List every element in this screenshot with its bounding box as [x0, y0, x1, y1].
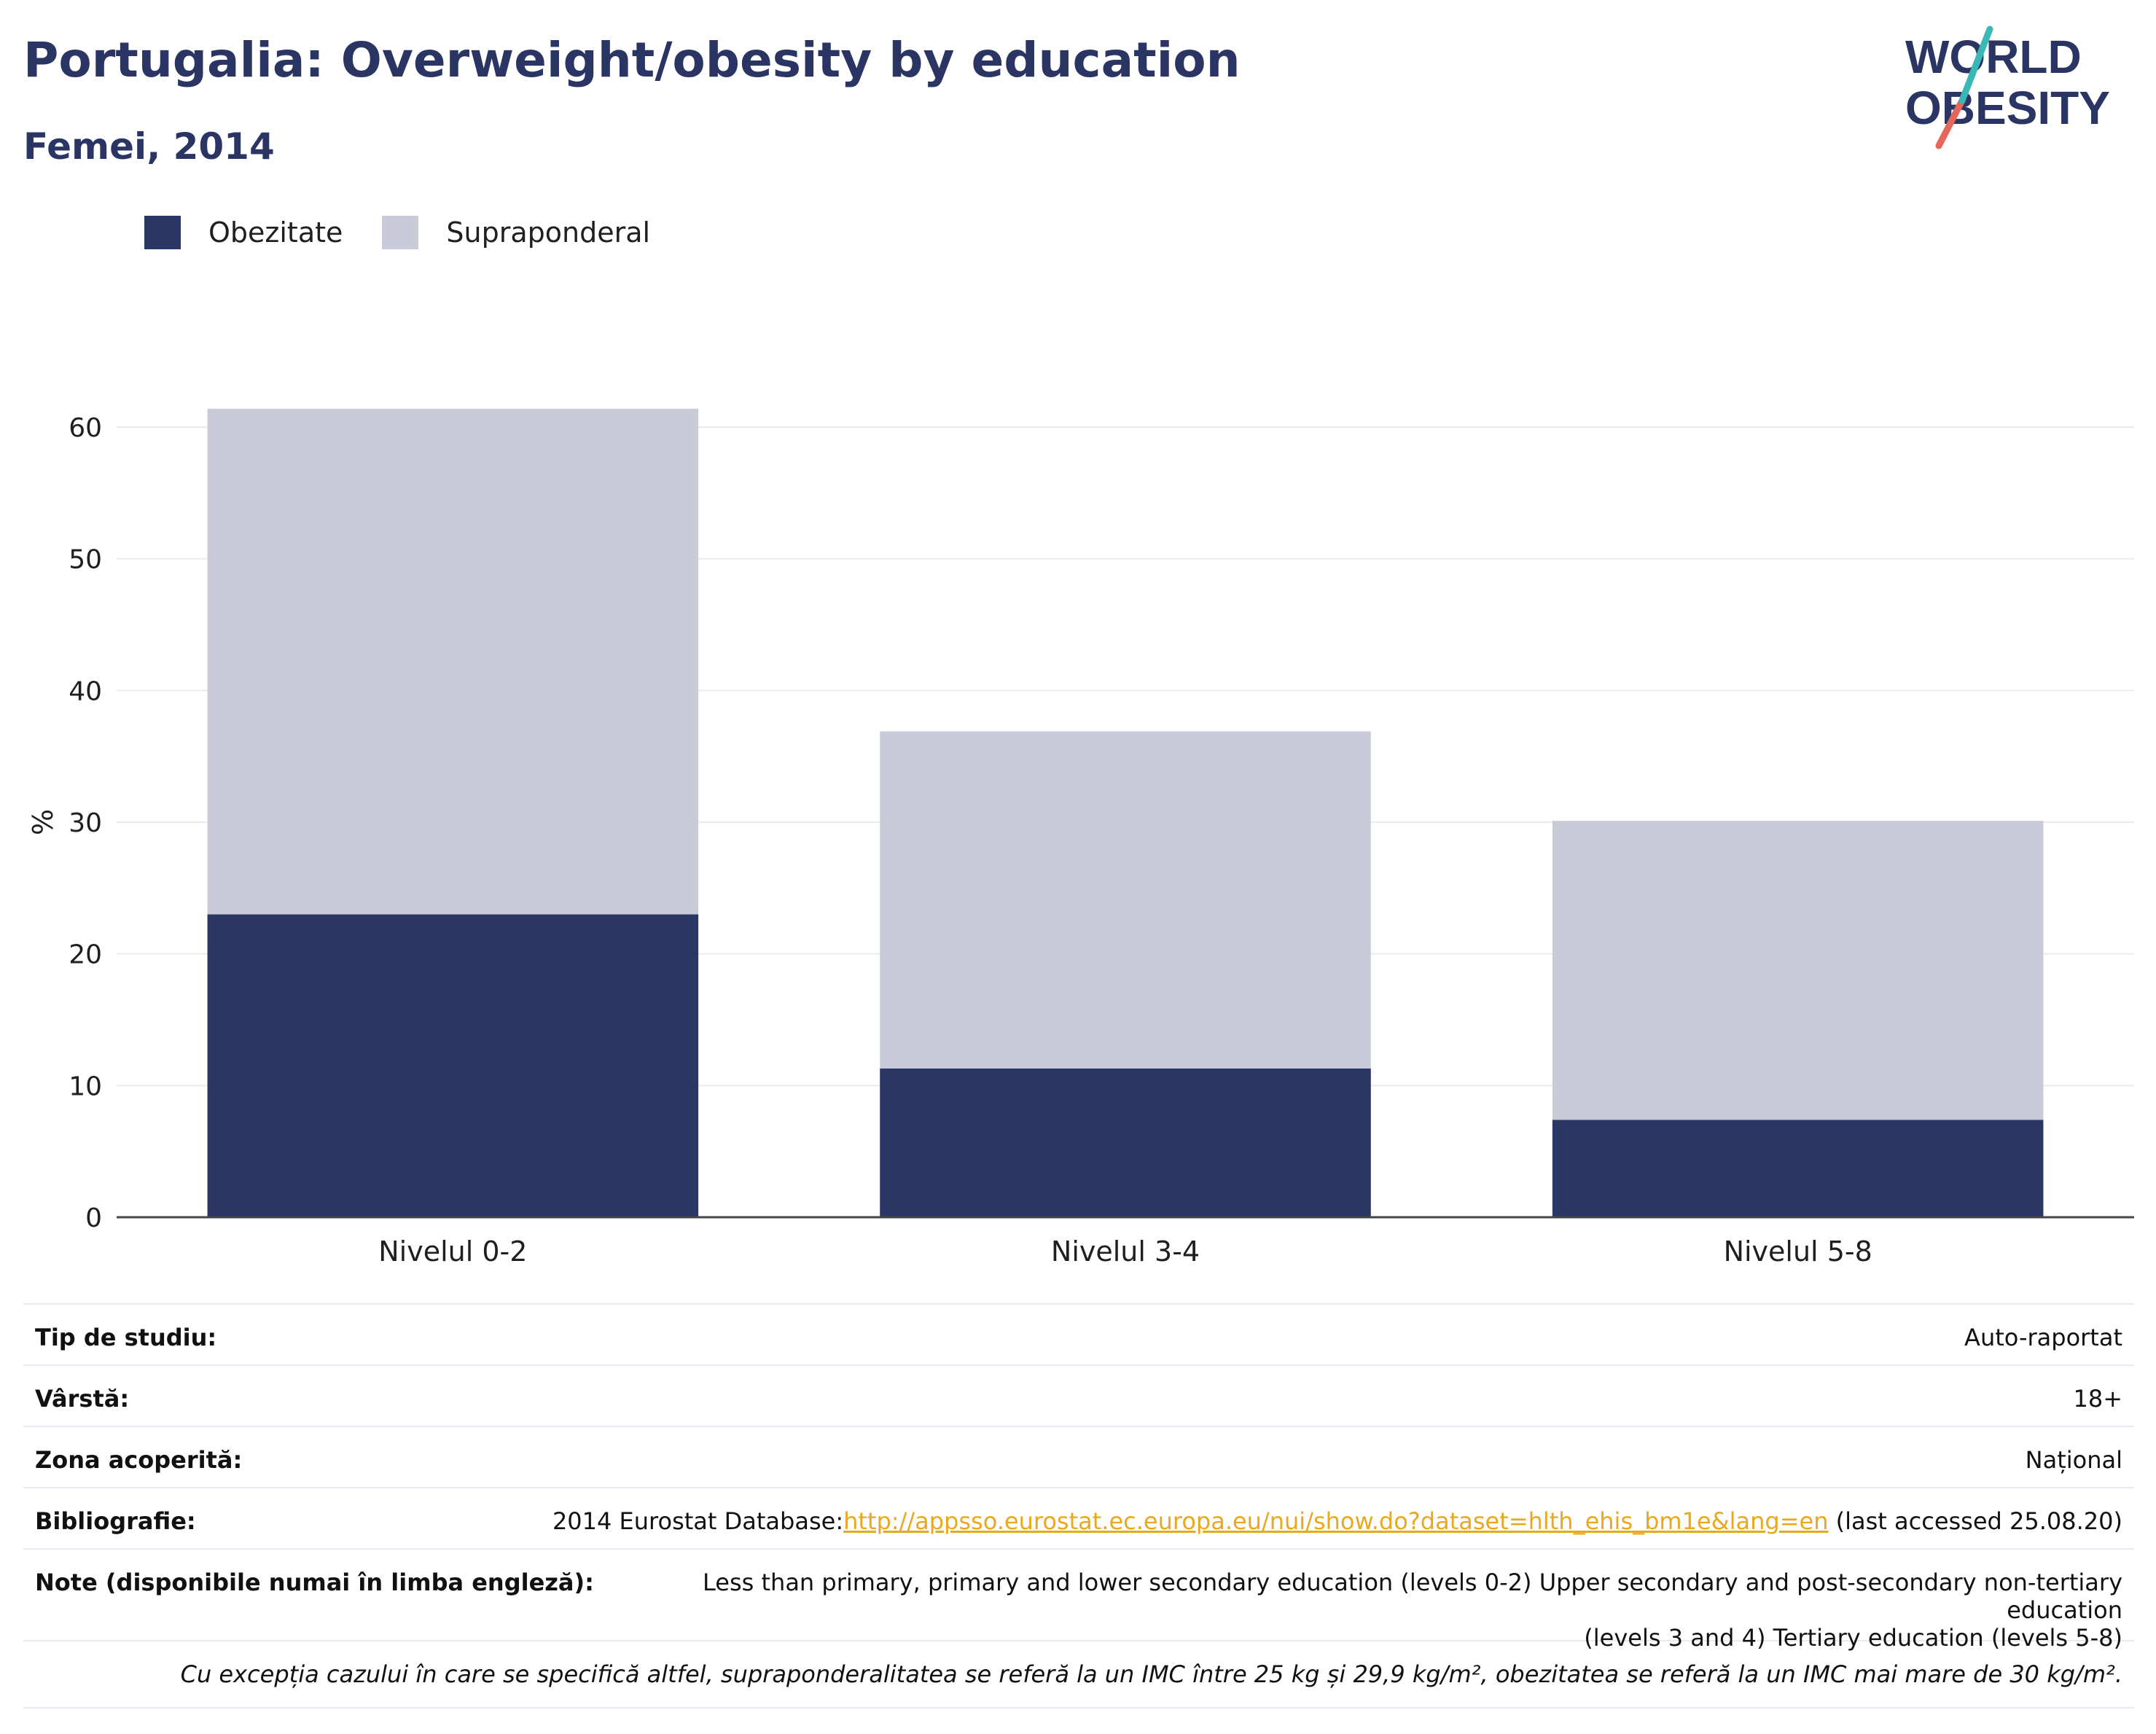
world-obesity-logo: WORLD OBESITY [1905, 26, 2110, 149]
bibliography-prefix: 2014 Eurostat Database: [552, 1507, 844, 1535]
legend-label-obesity: Obezitate [208, 216, 343, 249]
legend-label-overweight: Supraponderal [446, 216, 651, 249]
logo-line2: OBESITY [1905, 82, 2110, 134]
bar-obesity [1552, 1120, 2044, 1217]
notes-line2: (levels 3 and 4) Tertiary education (lev… [1584, 1624, 2122, 1652]
info-row-coverage: Zona acoperită: Național [23, 1426, 2134, 1487]
bar-overweight [1552, 821, 2044, 1120]
info-label: Note (disponibile numai în limba engleză… [35, 1569, 594, 1596]
bar-obesity [207, 914, 699, 1217]
y-axis-label: % [27, 809, 59, 835]
legend-item-obesity[interactable]: Obezitate [144, 216, 343, 249]
bar-chart: 0 10 20 30 40 50 60% Nivelul 0-2 Nivelul 3-4 Nive… [27, 408, 2134, 1268]
legend: Obezitate Supraponderal [144, 216, 690, 249]
logo-slash-teal [1958, 26, 1993, 104]
bibliography-value: 2014 Eurostat Database:http://appsso.eur… [552, 1507, 2122, 1548]
x-tick-label: Nivelul 3-4 [1051, 1235, 1200, 1268]
footnote: Cu excepția cazului în care se specifică… [23, 1640, 2134, 1708]
bar-obesity [880, 1068, 1371, 1217]
info-row-notes: Note (disponibile numai în limba engleză… [23, 1548, 2134, 1652]
info-value: Național [2025, 1446, 2122, 1474]
info-value: 18+ [2073, 1385, 2122, 1413]
y-tick-label: 30 [69, 808, 102, 838]
info-label: Bibliografie: [35, 1507, 196, 1535]
y-tick-label: 60 [69, 413, 102, 443]
logo-slash-red [1935, 97, 1966, 149]
notes-line1: Less than primary, primary and lower sec… [703, 1569, 2122, 1624]
y-tick-label: 10 [69, 1071, 102, 1101]
x-tick-label: Nivelul 5-8 [1724, 1235, 1872, 1268]
info-label: Zona acoperită: [35, 1446, 243, 1474]
info-row-age: Vârstă: 18+ [23, 1364, 2134, 1426]
chart-subtitle: Femei, 2014 [23, 125, 275, 168]
y-tick-label: 50 [69, 545, 102, 575]
info-row-bibliography: Bibliografie: 2014 Eurostat Database:htt… [23, 1487, 2134, 1548]
info-label: Tip de studiu: [35, 1324, 217, 1351]
legend-item-overweight[interactable]: Supraponderal [382, 216, 650, 249]
info-label: Vârstă: [35, 1385, 130, 1413]
info-row-study-type: Tip de studiu: Auto-raportat [23, 1303, 2134, 1364]
x-tick-label: Nivelul 0-2 [378, 1235, 527, 1268]
y-tick-label: 40 [69, 676, 102, 706]
logo-line1: WORLD [1905, 31, 2082, 83]
bibliography-link[interactable]: http://appsso.eurostat.ec.europa.eu/nui/… [843, 1507, 1829, 1535]
y-tick-label: 20 [69, 940, 102, 970]
notes-value: Less than primary, primary and lower sec… [594, 1569, 2122, 1652]
y-tick-label: 0 [85, 1203, 102, 1233]
legend-swatch-overweight [382, 216, 419, 249]
info-value: Auto-raportat [1964, 1324, 2122, 1351]
bar-overweight [880, 731, 1371, 1069]
bibliography-suffix: (last accessed 25.08.20) [1828, 1507, 2122, 1535]
legend-swatch-obesity [144, 216, 181, 249]
chart-title: Portugalia: Overweight/obesity by educat… [23, 32, 1241, 88]
bar-overweight [207, 408, 699, 915]
info-table: Tip de studiu: Auto-raportat Vârstă: 18+… [23, 1303, 2134, 1708]
